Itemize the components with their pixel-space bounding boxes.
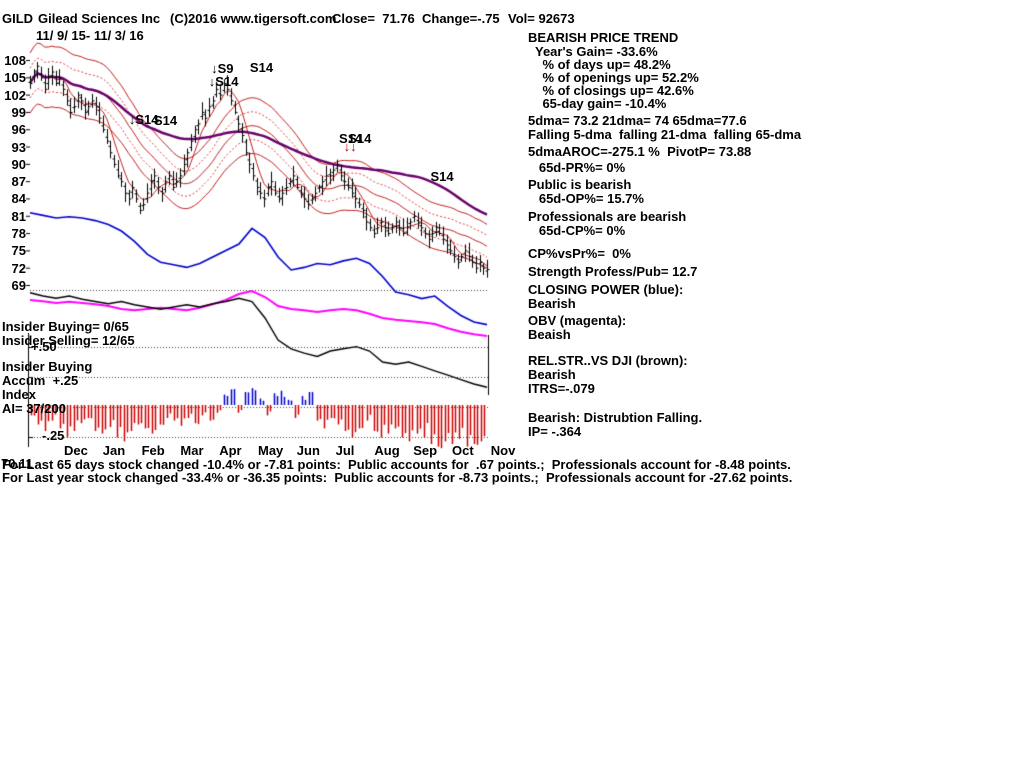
date-range: 11/ 9/ 15- 11/ 3/ 16	[36, 28, 144, 43]
analysis-line: Bearish	[528, 296, 576, 311]
month-label: Feb	[141, 443, 165, 458]
month-label: Aug	[374, 443, 400, 458]
analysis-line: 65d-OP%= 15.7%	[528, 191, 644, 206]
price-axis-label: 75	[11, 243, 26, 259]
price-axis-label: 99	[11, 104, 26, 120]
analysis-line: Beaish	[528, 327, 571, 342]
close-value: Close= 71.76	[332, 11, 415, 26]
analysis-line: Professionals are bearish	[528, 209, 687, 224]
signal-annotation: S14	[153, 113, 178, 129]
analysis-line: 65-day gain= -10.4%	[528, 96, 667, 111]
scale-minus25-label: -.25	[42, 428, 65, 443]
price-axis-label: 90	[11, 156, 26, 172]
insider-buying-label: Insider Buying= 0/65	[2, 319, 129, 334]
accum-index-label-2: Accum +.25	[2, 373, 79, 388]
analysis-line: Bearish	[528, 367, 576, 382]
signal-annotation: ↓S14	[128, 111, 159, 127]
analysis-line: Year's Gain= -33.6%	[528, 44, 658, 59]
price-axis-label: 93	[11, 139, 26, 155]
price-axis-label: 78	[11, 226, 26, 242]
ticker-symbol: GILD	[2, 11, 34, 26]
price-axis-label: 81	[11, 208, 26, 224]
price-axis-label: 84	[11, 191, 26, 207]
analysis-line: 65d-PR%= 0%	[528, 160, 626, 175]
analysis-line: 65d-CP%= 0%	[528, 223, 626, 238]
analysis-line: IP= -.364	[528, 424, 582, 439]
price-axis-label: 105	[4, 70, 26, 86]
analysis-line: % of closings up= 42.6%	[528, 83, 694, 98]
price-axis-label: 72	[11, 260, 26, 276]
month-label: Dec	[64, 443, 88, 458]
copyright-text: (C)2016 www.tigersoft.com	[170, 11, 337, 26]
analysis-line: BEARISH PRICE TREND	[528, 30, 679, 45]
analysis-line: Public is bearish	[528, 177, 632, 192]
insider-selling-label: Insider Selling= 12/65	[2, 333, 135, 348]
summary-line-65day: For Last 65 days stock changed -10.4% or…	[2, 457, 791, 472]
accum-index-label-3: Index	[2, 387, 36, 402]
price-axis-label: 102	[4, 87, 26, 103]
signal-annotation: ↓S9	[211, 61, 234, 77]
month-label: Jul	[335, 443, 355, 458]
ai-value-label: AI= 37/200	[2, 401, 66, 416]
signal-annotation: S14	[249, 59, 274, 75]
summary-line-year: For Last year stock changed -33.4% or -3…	[2, 470, 793, 485]
signal-annotation: S14	[339, 130, 363, 146]
signal-annotation: S14	[430, 169, 454, 185]
month-label: Jan	[102, 443, 126, 458]
analysis-line: Falling 5-dma falling 21-dma falling 65-…	[528, 127, 802, 142]
price-axis-label: 108	[4, 53, 26, 68]
analysis-line: % of openings up= 52.2%	[528, 70, 699, 85]
overlay-price-label: 70.11	[1, 456, 33, 471]
price-axis-label: 69	[11, 278, 26, 293]
scale-plus50-label: +.50	[31, 339, 57, 354]
analysis-line: 5dmaAROC=-275.1 % PivotP= 73.88	[528, 144, 752, 159]
analysis-line: Bearish: Distrubtion Falling.	[528, 410, 703, 425]
analysis-line: ITRS=-.079	[528, 381, 595, 396]
month-label: Nov	[490, 443, 516, 458]
month-label: Jun	[296, 443, 320, 458]
analysis-line: Strength Profess/Pub= 12.7	[528, 264, 698, 279]
month-label: May	[258, 443, 284, 458]
month-label: Mar	[180, 443, 204, 458]
month-label: Sep	[413, 443, 438, 458]
analysis-line: CLOSING POWER (blue):	[528, 282, 684, 297]
signal-annotation: ↓S14	[208, 74, 239, 90]
month-label: Apr	[219, 443, 242, 458]
analysis-line: CP%vsPr%= 0%	[528, 246, 631, 261]
analysis-line: % of days up= 48.2%	[528, 57, 671, 72]
month-label: Oct	[452, 443, 474, 458]
analysis-line: 5dma= 73.2 21dma= 74 65dma=77.6	[528, 113, 747, 128]
change-value: Change=-.75	[422, 11, 500, 26]
company-name: Gilead Sciences Inc	[38, 11, 161, 26]
signal-annotation: ↓↓	[343, 139, 357, 155]
accum-index-label-1: Insider Buying	[2, 359, 93, 374]
analysis-line: REL.STR..VS DJI (brown):	[528, 353, 688, 368]
signal-annotation: S14	[348, 130, 372, 146]
volume-value: Vol= 92673	[508, 11, 575, 26]
analysis-line: OBV (magenta):	[528, 313, 627, 328]
price-axis-label: 87	[11, 174, 26, 190]
price-axis-label: 96	[11, 122, 26, 138]
